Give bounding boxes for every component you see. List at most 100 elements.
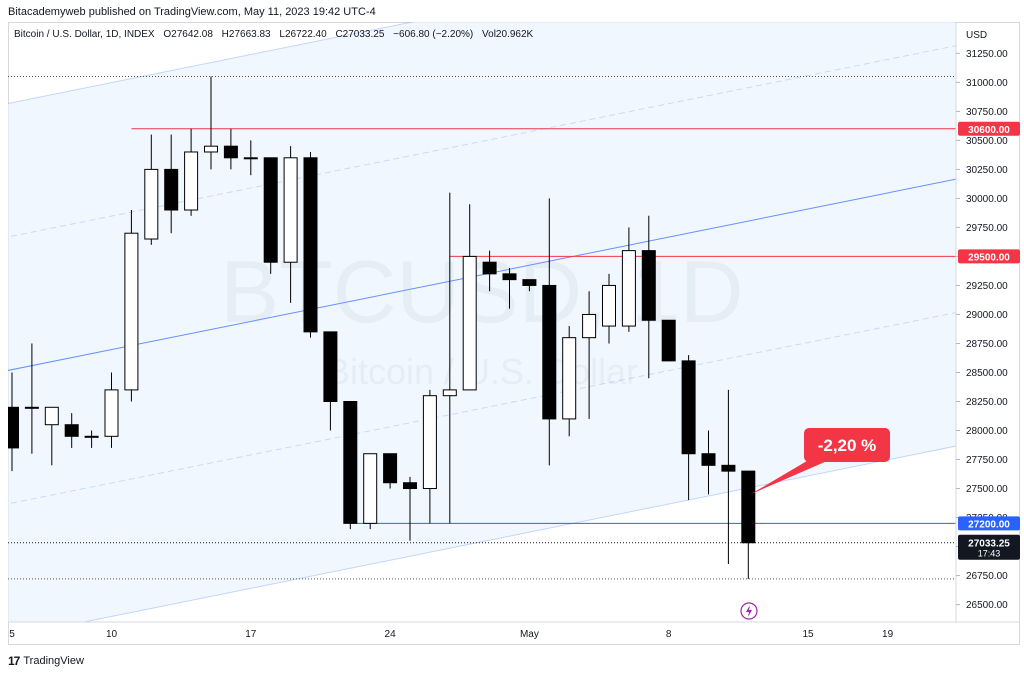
time-tick-label: 24 — [385, 629, 397, 640]
tradingview-logo-icon: 17 — [8, 654, 20, 668]
price-level-label-bg — [958, 121, 1020, 136]
price-level-label[interactable]: 30600.00 — [958, 121, 1020, 136]
legend-volume: Vol20.962K — [482, 29, 533, 40]
candle[interactable] — [442, 192, 457, 524]
candle-body — [323, 331, 338, 402]
candle[interactable] — [283, 146, 298, 303]
lightning-icon[interactable] — [740, 602, 758, 620]
candle[interactable] — [84, 430, 99, 448]
candles[interactable] — [8, 76, 756, 579]
time-tick-label: 10 — [106, 629, 118, 640]
candle-body — [582, 313, 597, 339]
callout-text: -2,20 % — [818, 436, 877, 455]
time-tick-label: 5 — [9, 629, 15, 640]
candle[interactable] — [184, 128, 199, 216]
candle[interactable] — [24, 343, 39, 454]
candle[interactable] — [721, 389, 736, 564]
candle[interactable] — [522, 279, 537, 292]
candle[interactable] — [681, 355, 696, 501]
current-price-bg — [958, 534, 1020, 560]
tradingview-brand: TradingView — [23, 655, 84, 667]
candle-body — [661, 319, 676, 362]
candle-body — [204, 145, 218, 153]
candle-body — [721, 464, 736, 472]
candle-body — [124, 232, 139, 391]
candle[interactable] — [482, 250, 497, 292]
candle[interactable] — [64, 413, 79, 448]
candle[interactable] — [641, 215, 656, 379]
candle[interactable] — [562, 326, 577, 437]
legend-close: C27033.25 — [335, 29, 384, 40]
change-callout[interactable]: -2,20 % — [750, 428, 890, 495]
candle-body — [303, 157, 318, 333]
candle-body — [502, 273, 517, 281]
candle-body — [64, 424, 79, 437]
candle-body — [542, 284, 557, 420]
candle[interactable] — [243, 140, 258, 176]
candle-body — [621, 250, 636, 327]
candle[interactable] — [741, 470, 756, 579]
candle[interactable] — [44, 406, 59, 466]
candlestick-chart[interactable]: BTCUSD, 1D Bitcoin / U.S. Dollar -2,20 %… — [8, 22, 1020, 645]
candle-body — [24, 406, 39, 409]
candle[interactable] — [422, 389, 437, 524]
candle[interactable] — [462, 204, 477, 391]
candle-body — [184, 151, 199, 211]
candle[interactable] — [104, 372, 119, 448]
callout-box[interactable] — [804, 428, 890, 462]
candle[interactable] — [621, 227, 636, 332]
channel-upper-line[interactable] — [8, 22, 1007, 115]
price-tick-label: 30750.00 — [966, 107, 1008, 118]
price-tick-label: 27500.00 — [966, 484, 1008, 495]
time-axis[interactable]: 5 10 17 24 May 8 15 19 — [8, 621, 1020, 640]
candle[interactable] — [323, 331, 338, 431]
candle[interactable] — [303, 151, 318, 338]
time-tick-label: 17 — [245, 629, 257, 640]
watermark-description: Bitcoin / U.S. Dollar — [326, 351, 638, 392]
candle-body — [283, 157, 298, 263]
candle-body — [263, 157, 278, 263]
price-tick-label: 30000.00 — [966, 194, 1008, 205]
price-level-label[interactable]: 29500.00 — [958, 249, 1020, 264]
candle[interactable] — [602, 273, 616, 344]
candle-body — [522, 279, 537, 286]
price-level-label[interactable]: 27200.00 — [958, 516, 1020, 531]
candle[interactable] — [124, 210, 139, 402]
time-tick-label: 8 — [666, 629, 672, 640]
candle[interactable] — [8, 372, 19, 472]
candle[interactable] — [263, 157, 278, 274]
legend-high: H27663.83 — [222, 29, 271, 40]
candle-body — [144, 168, 159, 240]
candle-body — [403, 482, 417, 490]
price-tick-label: 31250.00 — [966, 49, 1008, 60]
candle[interactable] — [582, 291, 597, 419]
price-level-label-text: 30600.00 — [968, 125, 1010, 136]
callout-pointer — [750, 458, 834, 495]
candle[interactable] — [542, 198, 557, 466]
tradingview-footer[interactable]: 17 TradingView — [8, 654, 84, 668]
candle[interactable] — [502, 268, 517, 309]
candle[interactable] — [661, 319, 676, 362]
candle-body — [422, 395, 437, 490]
horizontal-levels[interactable] — [8, 76, 956, 580]
publish-header: Bitacademyweb published on TradingView.c… — [8, 6, 376, 18]
candle[interactable] — [403, 476, 417, 541]
price-axis[interactable]: USD 26500.0026750.0027000.0027250.002750… — [955, 22, 1020, 622]
candle-body — [701, 453, 716, 466]
candle[interactable] — [363, 453, 378, 530]
candle-body — [641, 250, 656, 321]
price-tick-label: 30250.00 — [966, 165, 1008, 176]
candle[interactable] — [164, 134, 179, 234]
candle[interactable] — [223, 128, 238, 170]
current-price-countdown: 17:43 — [978, 549, 1001, 559]
candle[interactable] — [204, 76, 218, 170]
time-tick-label: May — [520, 629, 539, 640]
candle[interactable] — [343, 400, 358, 530]
price-tick-label: 26500.00 — [966, 600, 1008, 611]
candle[interactable] — [383, 453, 398, 489]
price-tick-label: 28500.00 — [966, 368, 1008, 379]
channel-lower-line[interactable] — [8, 436, 1007, 645]
candle[interactable] — [144, 134, 159, 245]
candle[interactable] — [701, 430, 716, 495]
